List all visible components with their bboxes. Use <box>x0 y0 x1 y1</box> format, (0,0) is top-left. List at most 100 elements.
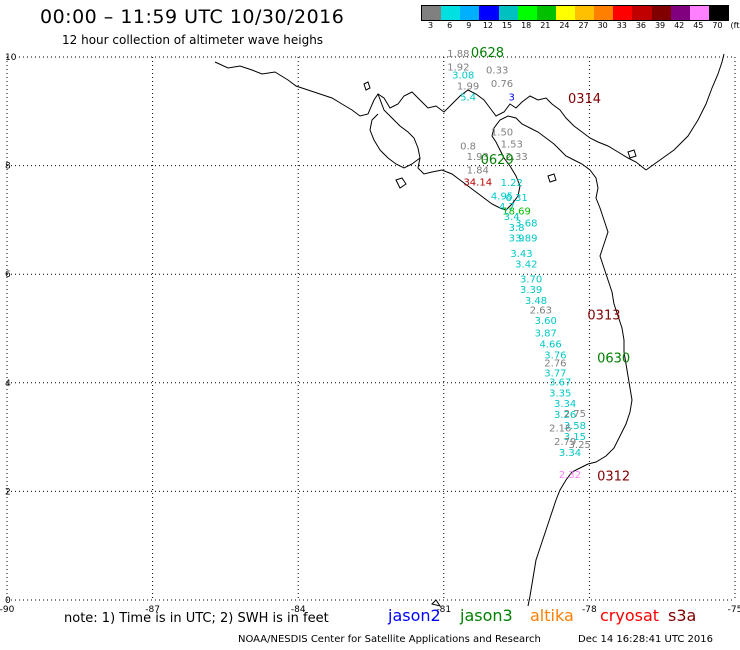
pass-time-label: 0312 <box>597 470 630 485</box>
wave-height-label: 3.89 <box>515 234 537 245</box>
colorbar-label: 18 <box>521 21 532 30</box>
colorbar-label: 39 <box>654 21 666 30</box>
island <box>431 599 442 607</box>
colorbar-swatch <box>670 6 690 20</box>
pass-labels: 0628 0314 0629 0313 0630 0312 <box>471 46 630 485</box>
colorbar-swatch <box>422 6 442 20</box>
wave-height-label: 2.75 <box>564 409 586 420</box>
wave-height-label: 1.93 <box>467 152 489 163</box>
colorbar-swatch <box>517 6 537 20</box>
wave-height-label: 4.66 <box>539 340 561 351</box>
x-tick-label: -90 <box>0 605 15 615</box>
wave-height-label: 3.87 <box>535 329 557 340</box>
pass-time-label: 0628 <box>471 46 504 61</box>
colorbar-label: (ft) <box>730 21 740 30</box>
legend-jason2: jason2 <box>388 606 441 625</box>
wave-height-label: 1.84 <box>467 166 489 177</box>
legend-jason3: jason3 <box>460 606 513 625</box>
colorbar-label: 30 <box>597 21 608 30</box>
y-tick-label: 0 <box>5 596 11 606</box>
wave-height-label: 1.50 <box>491 128 513 139</box>
colorbar-swatch <box>651 6 671 20</box>
colorbar-swatch <box>613 6 633 20</box>
x-tick-label: -87 <box>145 605 160 615</box>
wave-height-label: 3.43 <box>510 249 532 260</box>
wave-height-label: 3.77 <box>544 368 566 379</box>
wave-height-label: 4.95 <box>491 191 513 202</box>
wave-height-label: 1.99 <box>457 82 479 93</box>
island <box>395 177 407 189</box>
wave-height-label: 3.35 <box>549 388 571 399</box>
wave-height-label: 2.79 <box>554 437 576 448</box>
legend-s3a: s3a <box>668 606 697 625</box>
colorbar-label: 42 <box>674 21 685 30</box>
colorbar-label: 70 <box>712 21 723 30</box>
wave-height-label: 3.58 <box>564 421 586 432</box>
colorbar-swatch <box>689 6 709 20</box>
wave-height-label: 3.68 <box>515 218 537 229</box>
coastline <box>214 53 725 607</box>
colorbar-label: 9 <box>466 21 472 30</box>
wave-height-label: 3.67 <box>549 378 571 389</box>
wave-height-label: 3.08 <box>452 71 474 82</box>
colorbar-label: 6 <box>447 21 453 30</box>
wave-height-label: 5.4 <box>460 92 476 103</box>
wave-height-colorbar <box>421 5 729 21</box>
wave-height-label: 1.88 <box>447 49 469 60</box>
colorbar-label: 12 <box>482 21 494 30</box>
wave-height-label: 3.48 <box>525 296 547 307</box>
wave-height-label: 3.4 <box>504 212 520 223</box>
wave-height-label: 6.31 <box>505 193 527 204</box>
wave-height-label: 2.33 <box>505 152 527 163</box>
credit-text: NOAA/NESDIS Center for Satellite Applica… <box>238 634 541 645</box>
y-tick-label: 6 <box>5 270 11 280</box>
x-tick-label: -75 <box>728 605 740 615</box>
colorbar-swatch <box>575 6 595 20</box>
colorbar-swatch <box>441 6 461 20</box>
pass-time-label: 0313 <box>587 308 620 323</box>
colorbar-label: 45 <box>693 21 704 30</box>
colorbar-label: 21 <box>540 21 551 30</box>
colorbar-label: 3 <box>428 21 434 30</box>
wave-height-label: 3.42 <box>515 260 537 271</box>
colorbar-swatch <box>594 6 614 20</box>
y-tick-label: 4 <box>5 379 11 389</box>
coastline-south <box>527 463 589 607</box>
wave-height-label: 0.33 <box>486 65 508 76</box>
colorbar-swatch <box>498 6 518 20</box>
map-title: 00:00 – 11:59 UTC 10/30/2016 <box>40 6 345 28</box>
wave-height-label: 3.25 <box>569 440 591 451</box>
colorbar-label: 15 <box>501 21 513 30</box>
coastline-azuero <box>369 113 421 169</box>
wave-height-label: 3.34 <box>554 399 576 410</box>
wave-height-label: 3 <box>509 92 515 103</box>
y-tick-label: 8 <box>5 162 11 172</box>
wave-height-label: 3.70 <box>520 274 542 285</box>
colorbar-swatch <box>632 6 652 20</box>
x-tick-label: -84 <box>291 605 306 615</box>
colorbar-swatch <box>460 6 480 20</box>
x-tick-label: -78 <box>582 605 597 615</box>
wave-height-label: 1.53 <box>501 140 523 151</box>
wave-height-label: 3.76 <box>544 350 566 361</box>
colorbar-label: 36 <box>635 21 647 30</box>
colorbar-label: 27 <box>578 21 589 30</box>
legend-cryosat: cryosat <box>600 606 660 625</box>
wave-height-label: 2.63 <box>530 305 552 316</box>
colorbar-label: 33 <box>616 21 627 30</box>
colorbar-swatch <box>536 6 556 20</box>
island <box>627 149 637 159</box>
wave-height-label: 3.9 <box>509 234 525 245</box>
wave-height-label: 1.92 <box>447 63 469 74</box>
wave-height-label: 3.34 <box>559 448 581 459</box>
wave-height-label: 3.8 <box>509 223 525 234</box>
wave-height-label: 3.15 <box>564 432 586 443</box>
wave-height-label: 0.8 <box>460 141 476 152</box>
wave-height-label: 2.76 <box>544 359 566 370</box>
coastline-gulf-of-panama <box>377 93 633 465</box>
wave-height-label: 34.14 <box>463 178 492 189</box>
wave-height-label: 2.32 <box>559 470 581 481</box>
